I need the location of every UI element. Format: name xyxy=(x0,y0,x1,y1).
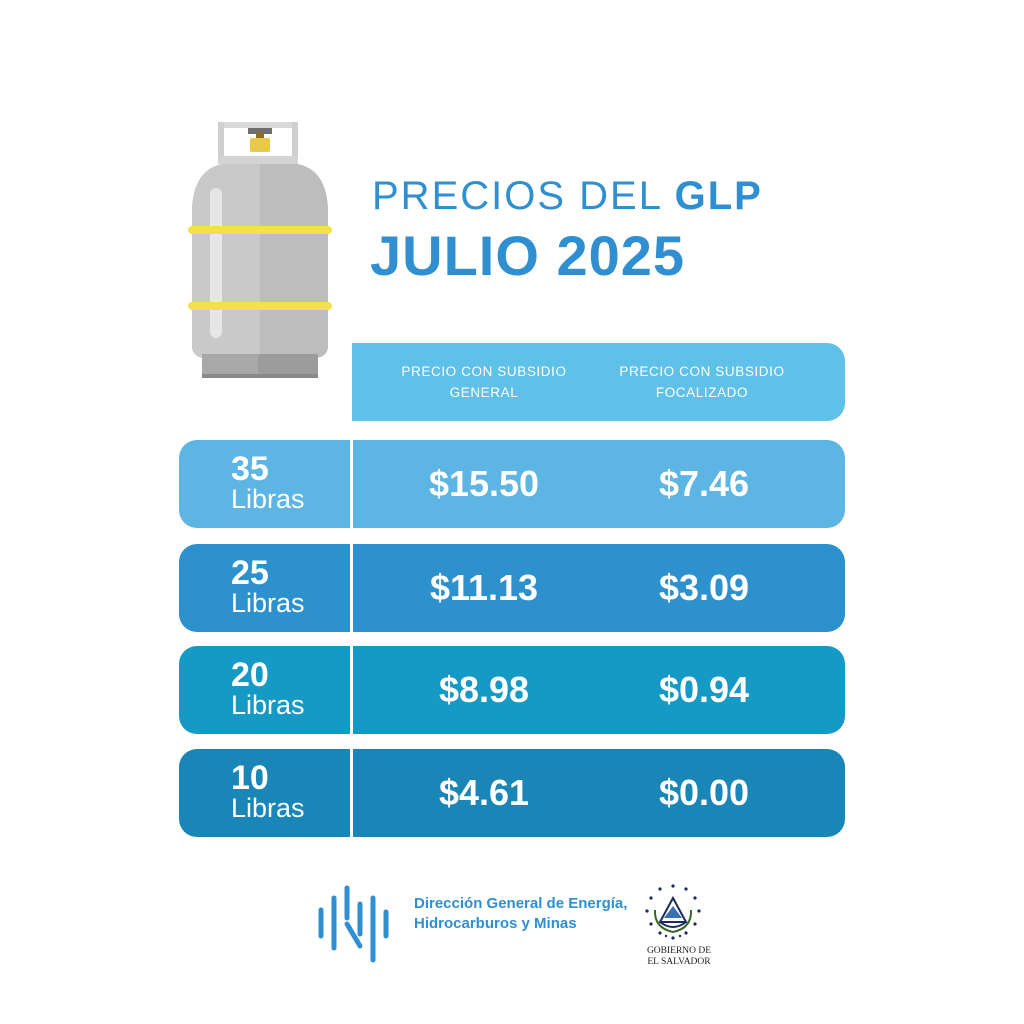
gov-line1: GOBIERNO DE xyxy=(646,946,712,956)
cylinder-size: 25 Libras xyxy=(179,554,350,618)
price-general: $4.61 xyxy=(438,772,530,813)
title-prefix: PRECIOS DEL xyxy=(372,174,662,218)
price-general: $15.50 xyxy=(428,463,540,504)
title-glp: GLP xyxy=(674,174,763,218)
size-number: 35 xyxy=(231,450,269,488)
price-general: $8.98 xyxy=(438,669,530,710)
price-focalizado: $3.09 xyxy=(658,567,750,608)
header-subsidio-focalizado: PRECIO CON SUBSIDIO FOCALIZADO xyxy=(619,364,785,400)
header-subsidio-general: PRECIO CON SUBSIDIO GENERAL xyxy=(401,364,567,400)
size-unit: Libras xyxy=(231,484,305,514)
cylinder-size: 20 Libras xyxy=(179,656,350,720)
gas-cylinder-icon xyxy=(188,122,332,378)
size-number: 25 xyxy=(231,554,269,592)
gov-label: GOBIERNO DE EL SALVADOR xyxy=(624,946,734,968)
price-focalizado: $7.46 xyxy=(658,463,750,504)
cylinder-size: 35 Libras xyxy=(179,450,350,514)
table-row: 25 Libras $11.13 $3.09 xyxy=(179,544,845,632)
price-general: $11.13 xyxy=(429,567,539,608)
column-divider xyxy=(350,646,353,734)
table-header: PRECIO CON SUBSIDIO GENERAL PRECIO CON S… xyxy=(352,343,845,421)
size-unit: Libras xyxy=(231,690,305,720)
price-focalizado: $0.00 xyxy=(658,772,750,813)
column-divider xyxy=(350,440,353,528)
column-divider xyxy=(350,544,353,632)
size-unit: Libras xyxy=(231,588,305,618)
cylinder-size: 10 Libras xyxy=(179,759,350,823)
gov-line2: EL SALVADOR xyxy=(647,957,711,967)
price-focalizado: $0.94 xyxy=(658,669,750,710)
table-row: 10 Libras $4.61 $0.00 xyxy=(179,749,845,837)
dgehm-logo-icon xyxy=(318,885,389,963)
org-name: Dirección General de Energía, Hidrocarbu… xyxy=(414,895,628,932)
table-row: 35 Libras $15.50 $7.46 xyxy=(179,440,845,528)
table-row: 20 Libras $8.98 $0.94 xyxy=(179,646,845,734)
size-unit: Libras xyxy=(231,793,305,823)
size-number: 20 xyxy=(231,656,269,694)
title-line1: PRECIOS DEL GLP xyxy=(372,174,763,218)
column-divider xyxy=(350,749,353,837)
size-number: 10 xyxy=(231,759,269,797)
el-salvador-coat-of-arms-icon xyxy=(645,884,701,940)
title-month: JULIO 2025 xyxy=(370,224,686,287)
